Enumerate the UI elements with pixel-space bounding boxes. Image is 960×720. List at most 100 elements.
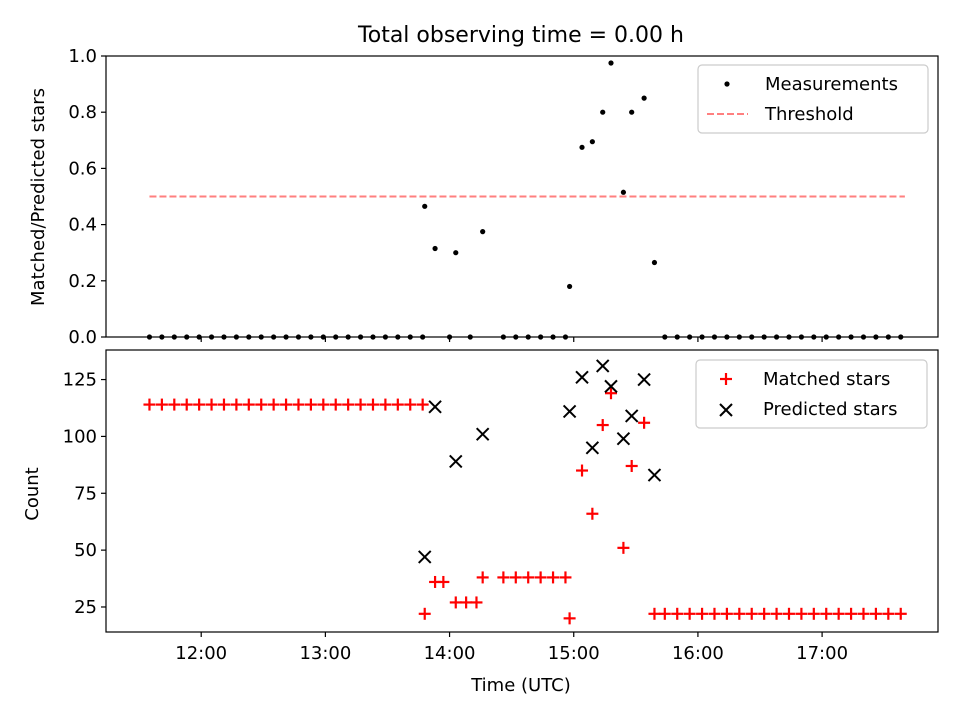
matched-star-point xyxy=(547,571,560,584)
measurement-point xyxy=(773,334,780,340)
matched-star-point xyxy=(563,612,576,625)
top-plot-frame xyxy=(105,55,939,338)
measurement-point xyxy=(184,334,190,340)
measurement-point xyxy=(736,334,742,340)
matched-star-point xyxy=(782,607,795,620)
measurement-point xyxy=(823,334,829,340)
measurement-point xyxy=(357,334,364,340)
top-legend: Measurements Threshold xyxy=(697,64,929,134)
top-y-tick-label: 0.0 xyxy=(68,327,97,348)
measurement-point xyxy=(258,334,264,340)
legend-matched-marker xyxy=(720,373,732,385)
matched-star-point xyxy=(292,398,305,411)
legend-predicted-label: Predicted stars xyxy=(763,399,897,420)
measurement-point xyxy=(873,334,879,340)
measurement-point xyxy=(480,229,486,235)
top-y-tick-label: 0.6 xyxy=(68,158,97,179)
matched-star-point xyxy=(894,607,907,620)
matched-star-point xyxy=(696,607,709,620)
predicted-star-point xyxy=(596,359,610,373)
matched-star-point xyxy=(617,541,630,554)
matched-star-point xyxy=(671,607,684,620)
measurement-point xyxy=(370,334,376,340)
measurement-point xyxy=(786,334,792,340)
matched-star-point xyxy=(720,607,733,620)
matched-star-point xyxy=(683,607,696,620)
measurement-point xyxy=(579,144,585,150)
measurement-point xyxy=(333,334,339,340)
measurement-point xyxy=(898,334,904,340)
bottom-y-tick-label: 75 xyxy=(74,483,97,504)
measurement-point xyxy=(567,283,573,290)
predicted-star-point xyxy=(562,404,577,419)
measurement-point xyxy=(761,334,767,340)
measurement-point xyxy=(550,334,556,340)
measurement-point xyxy=(320,334,326,340)
measurement-point xyxy=(699,334,705,340)
bottom-x-tick-label: 13:00 xyxy=(299,643,351,664)
matched-star-point xyxy=(509,571,522,584)
matched-star-point xyxy=(449,596,462,609)
measurement-point xyxy=(283,334,289,340)
bottom-x-axis-label: Time (UTC) xyxy=(470,675,571,696)
measurement-point xyxy=(171,334,177,340)
measurement-point xyxy=(467,334,473,340)
bottom-y-axis-label: Count xyxy=(22,467,43,520)
bottom-y-tick-label: 125 xyxy=(63,370,97,391)
top-plot-area xyxy=(146,60,905,340)
predicted-star-point xyxy=(616,431,631,446)
matched-star-point xyxy=(586,507,599,520)
measurement-point xyxy=(525,334,531,340)
predicted-star-point xyxy=(604,379,618,394)
bottom-y-tick-label: 50 xyxy=(74,540,97,561)
top-y-tick-label: 0.2 xyxy=(68,271,97,292)
bottom-y-tick-label: 100 xyxy=(63,426,97,447)
matched-star-point xyxy=(832,607,845,620)
matched-star-point xyxy=(317,398,330,411)
matched-star-point xyxy=(143,398,156,411)
measurement-point xyxy=(687,334,693,340)
measurement-point xyxy=(453,250,459,256)
matched-star-point xyxy=(342,398,355,411)
matched-star-point xyxy=(155,398,168,411)
bottom-x-tick-label: 12:00 xyxy=(175,643,227,664)
matched-star-point xyxy=(638,416,651,429)
measurement-point xyxy=(196,334,202,340)
legend-measurements-label: Measurements xyxy=(765,74,898,95)
matched-star-point xyxy=(522,571,535,584)
measurement-point xyxy=(308,334,314,340)
measurement-point xyxy=(860,334,867,340)
bottom-y-tick-label: 25 xyxy=(74,597,97,618)
measurement-point xyxy=(798,334,805,340)
measurement-point xyxy=(246,334,252,340)
measurement-point xyxy=(836,334,842,340)
bottom-x-axis: 12:00 13:00 14:00 15:00 16:00 17:00 xyxy=(175,632,848,664)
measurement-point xyxy=(724,334,730,340)
measurement-point xyxy=(589,139,595,145)
measurement-point xyxy=(885,334,891,340)
measurement-point xyxy=(711,334,718,340)
matched-star-point xyxy=(648,607,661,620)
predicted-star-point xyxy=(418,550,432,564)
matched-star-point xyxy=(404,398,417,411)
measurement-point xyxy=(641,95,647,101)
measurement-point xyxy=(221,334,227,340)
matched-star-point xyxy=(596,419,609,432)
matched-star-point xyxy=(745,607,758,620)
measurement-point xyxy=(651,259,658,266)
matched-star-point xyxy=(476,571,489,584)
matched-star-point xyxy=(820,607,833,620)
matched-star-point xyxy=(280,398,293,411)
predicted-star-point xyxy=(475,427,490,441)
top-y-tick-label: 0.4 xyxy=(68,215,97,236)
measurement-point xyxy=(513,334,519,340)
predicted-star-point xyxy=(449,454,463,469)
measurement-point xyxy=(271,334,277,340)
bottom-y-axis: 25 50 75 100 125 xyxy=(63,370,106,618)
measurement-point xyxy=(446,334,453,340)
measurement-point xyxy=(159,334,165,340)
measurement-point xyxy=(146,334,153,340)
measurement-point xyxy=(395,334,401,340)
matched-star-point xyxy=(354,398,367,411)
bottom-legend: Matched stars Predicted stars xyxy=(695,359,928,429)
